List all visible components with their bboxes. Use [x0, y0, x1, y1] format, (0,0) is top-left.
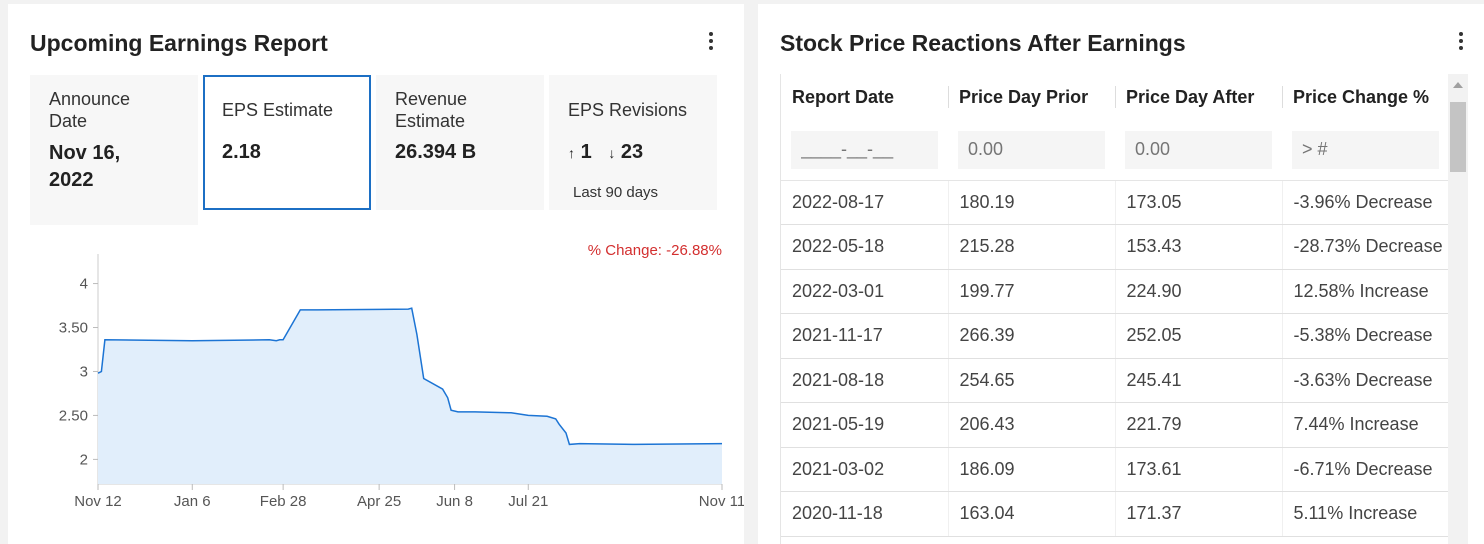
x-tick-label: Feb 28	[260, 493, 307, 510]
revisions-down: 23	[620, 141, 644, 163]
cell-report-date: 2020-11-18	[781, 491, 949, 537]
table-row: 2020-11-18 163.04 171.37 5.11% Increase	[781, 491, 1448, 537]
table-scrollbar[interactable]	[1448, 74, 1468, 544]
stat-announce-date: Announce Date Nov 16, 2022	[30, 75, 198, 225]
price-reactions-table: Report Date Price Day Prior Price Day Af…	[780, 74, 1448, 544]
cell-price-after: 252.05	[1115, 313, 1283, 359]
kebab-menu-icon[interactable]	[1456, 32, 1466, 52]
y-tick-label: 4	[80, 276, 88, 293]
cell-price-prior: 266.39	[948, 313, 1116, 359]
x-tick-label: Apr 25	[357, 493, 401, 510]
cell-report-date: 2021-11-17	[781, 313, 949, 359]
revisions-up: 1	[580, 141, 592, 163]
cell-report-date: 2021-03-02	[781, 447, 949, 492]
stat-revenue-estimate: Revenue Estimate 26.394 B	[376, 75, 544, 210]
column-header-price-change[interactable]: Price Change %	[1282, 74, 1448, 120]
stat-eps-estimate[interactable]: EPS Estimate 2.18	[203, 75, 371, 210]
chart-line	[97, 307, 723, 446]
cell-price-after: 224.90	[1115, 269, 1283, 314]
x-tick-label: Jan 6	[174, 493, 211, 510]
arrow-down-icon: ↓	[608, 145, 616, 161]
cell-report-date: 2022-08-17	[781, 180, 949, 225]
cell-price-after: 221.79	[1115, 402, 1283, 448]
y-tick-label: 3.50	[59, 320, 88, 337]
filter-price-change-input[interactable]	[1292, 130, 1439, 169]
cell-report-date: 2022-05-18	[781, 224, 949, 270]
stat-value: Nov 16, 2022	[49, 142, 121, 191]
cell-price-prior: 180.19	[948, 180, 1116, 225]
y-tick-label: 3	[80, 363, 88, 380]
scroll-up-arrow-icon[interactable]	[1453, 82, 1463, 88]
stat-label: EPS Estimate	[222, 100, 334, 120]
column-header-report-date[interactable]: Report Date	[792, 86, 895, 107]
price-reactions-panel: Stock Price Reactions After Earnings Rep…	[758, 4, 1484, 544]
revisions-values: ↑ 1 ↓ 23	[568, 139, 643, 167]
cell-price-change: -3.96% Decrease	[1282, 180, 1448, 225]
x-tick-label: Nov 12	[74, 493, 122, 510]
kebab-menu-icon[interactable]	[706, 32, 716, 52]
cell-price-prior: 199.77	[948, 269, 1116, 314]
y-tick-label: 2	[80, 451, 88, 468]
cell-price-prior: 163.04	[948, 491, 1116, 537]
cell-price-change: -6.71% Decrease	[1282, 447, 1448, 492]
arrow-up-icon: ↑	[568, 145, 575, 161]
cell-price-change: 12.58% Increase	[1282, 269, 1448, 314]
cell-price-after: 171.37	[1115, 491, 1283, 537]
stat-value: 2.18	[222, 141, 261, 163]
chart-area	[98, 308, 722, 484]
cell-report-date: 2021-05-19	[781, 402, 949, 448]
cell-price-after: 245.41	[1115, 358, 1283, 403]
scrollbar-thumb[interactable]	[1450, 102, 1466, 172]
filter-price-after-input[interactable]	[1125, 130, 1272, 169]
table-row: 2021-11-17 266.39 252.05 -5.38% Decrease	[781, 313, 1448, 359]
panel-title: Stock Price Reactions After Earnings	[780, 30, 1186, 56]
panel-title: Upcoming Earnings Report	[30, 30, 328, 56]
column-header-price-day-prior[interactable]: Price Day Prior	[948, 74, 1115, 120]
x-tick-label: Jul 21	[508, 493, 548, 510]
x-tick-label: Nov 11	[699, 493, 744, 510]
y-tick-label: 2.50	[59, 407, 88, 424]
cell-report-date: 2022-03-01	[781, 269, 949, 314]
cell-price-prior: 215.28	[948, 224, 1116, 270]
cell-price-change: 7.44% Increase	[1282, 402, 1448, 448]
stat-eps-revisions: EPS Revisions ↑ 1 ↓ 23 Last 90 days	[549, 75, 717, 210]
stat-label: EPS Revisions	[568, 100, 688, 120]
chart-ticks: 2 2.50 3 3.50 4 Nov 12 Jan 6 Feb 28 Apr 25 Jun 8 J…	[59, 276, 744, 510]
stat-value: 26.394 B	[395, 141, 477, 163]
cell-price-change: -5.38% Decrease	[1282, 313, 1448, 359]
upcoming-earnings-panel: Upcoming Earnings Report Announce Date N…	[8, 4, 744, 544]
cell-price-after: 173.61	[1115, 447, 1283, 492]
cell-price-prior: 254.65	[948, 358, 1116, 403]
table-row: 2021-08-18 254.65 245.41 -3.63% Decrease	[781, 358, 1448, 403]
revisions-note: Last 90 days	[573, 184, 659, 201]
cell-price-after: 173.05	[1115, 180, 1283, 225]
cell-price-after: 153.43	[1115, 224, 1283, 270]
table-row: 2022-08-17 180.19 173.05 -3.96% Decrease	[781, 180, 1448, 225]
cell-report-date: 2021-08-18	[781, 358, 949, 403]
x-tick-label: Jun 8	[436, 493, 473, 510]
filter-price-prior-input[interactable]	[958, 130, 1105, 169]
cell-price-prior: 206.43	[948, 402, 1116, 448]
stat-label: Revenue Estimate	[395, 89, 468, 131]
cell-price-prior: 186.09	[948, 447, 1116, 492]
percent-change-label: % Change: -26.88%	[587, 242, 722, 259]
table-row: 2022-05-18 215.28 153.43 -28.73% Decreas…	[781, 224, 1448, 270]
table-row: 2021-03-02 186.09 173.61 -6.71% Decrease	[781, 447, 1448, 492]
eps-estimate-chart: 2 2.50 3 3.50 4 Nov 12 Jan 6 Feb 28 Apr 25 Jun 8 J…	[59, 254, 744, 510]
column-header-price-day-after[interactable]: Price Day After	[1115, 74, 1282, 120]
table-row: 2022-03-01 199.77 224.90 12.58% Increase	[781, 269, 1448, 314]
stat-label: Announce Date	[49, 89, 131, 131]
cell-price-change: -3.63% Decrease	[1282, 358, 1448, 403]
table-row: 2021-05-19 206.43 221.79 7.44% Increase	[781, 402, 1448, 448]
filter-report-date-input[interactable]	[791, 130, 938, 169]
cell-price-change: 5.11% Increase	[1282, 491, 1448, 537]
cell-price-change: -28.73% Decrease	[1282, 224, 1448, 270]
